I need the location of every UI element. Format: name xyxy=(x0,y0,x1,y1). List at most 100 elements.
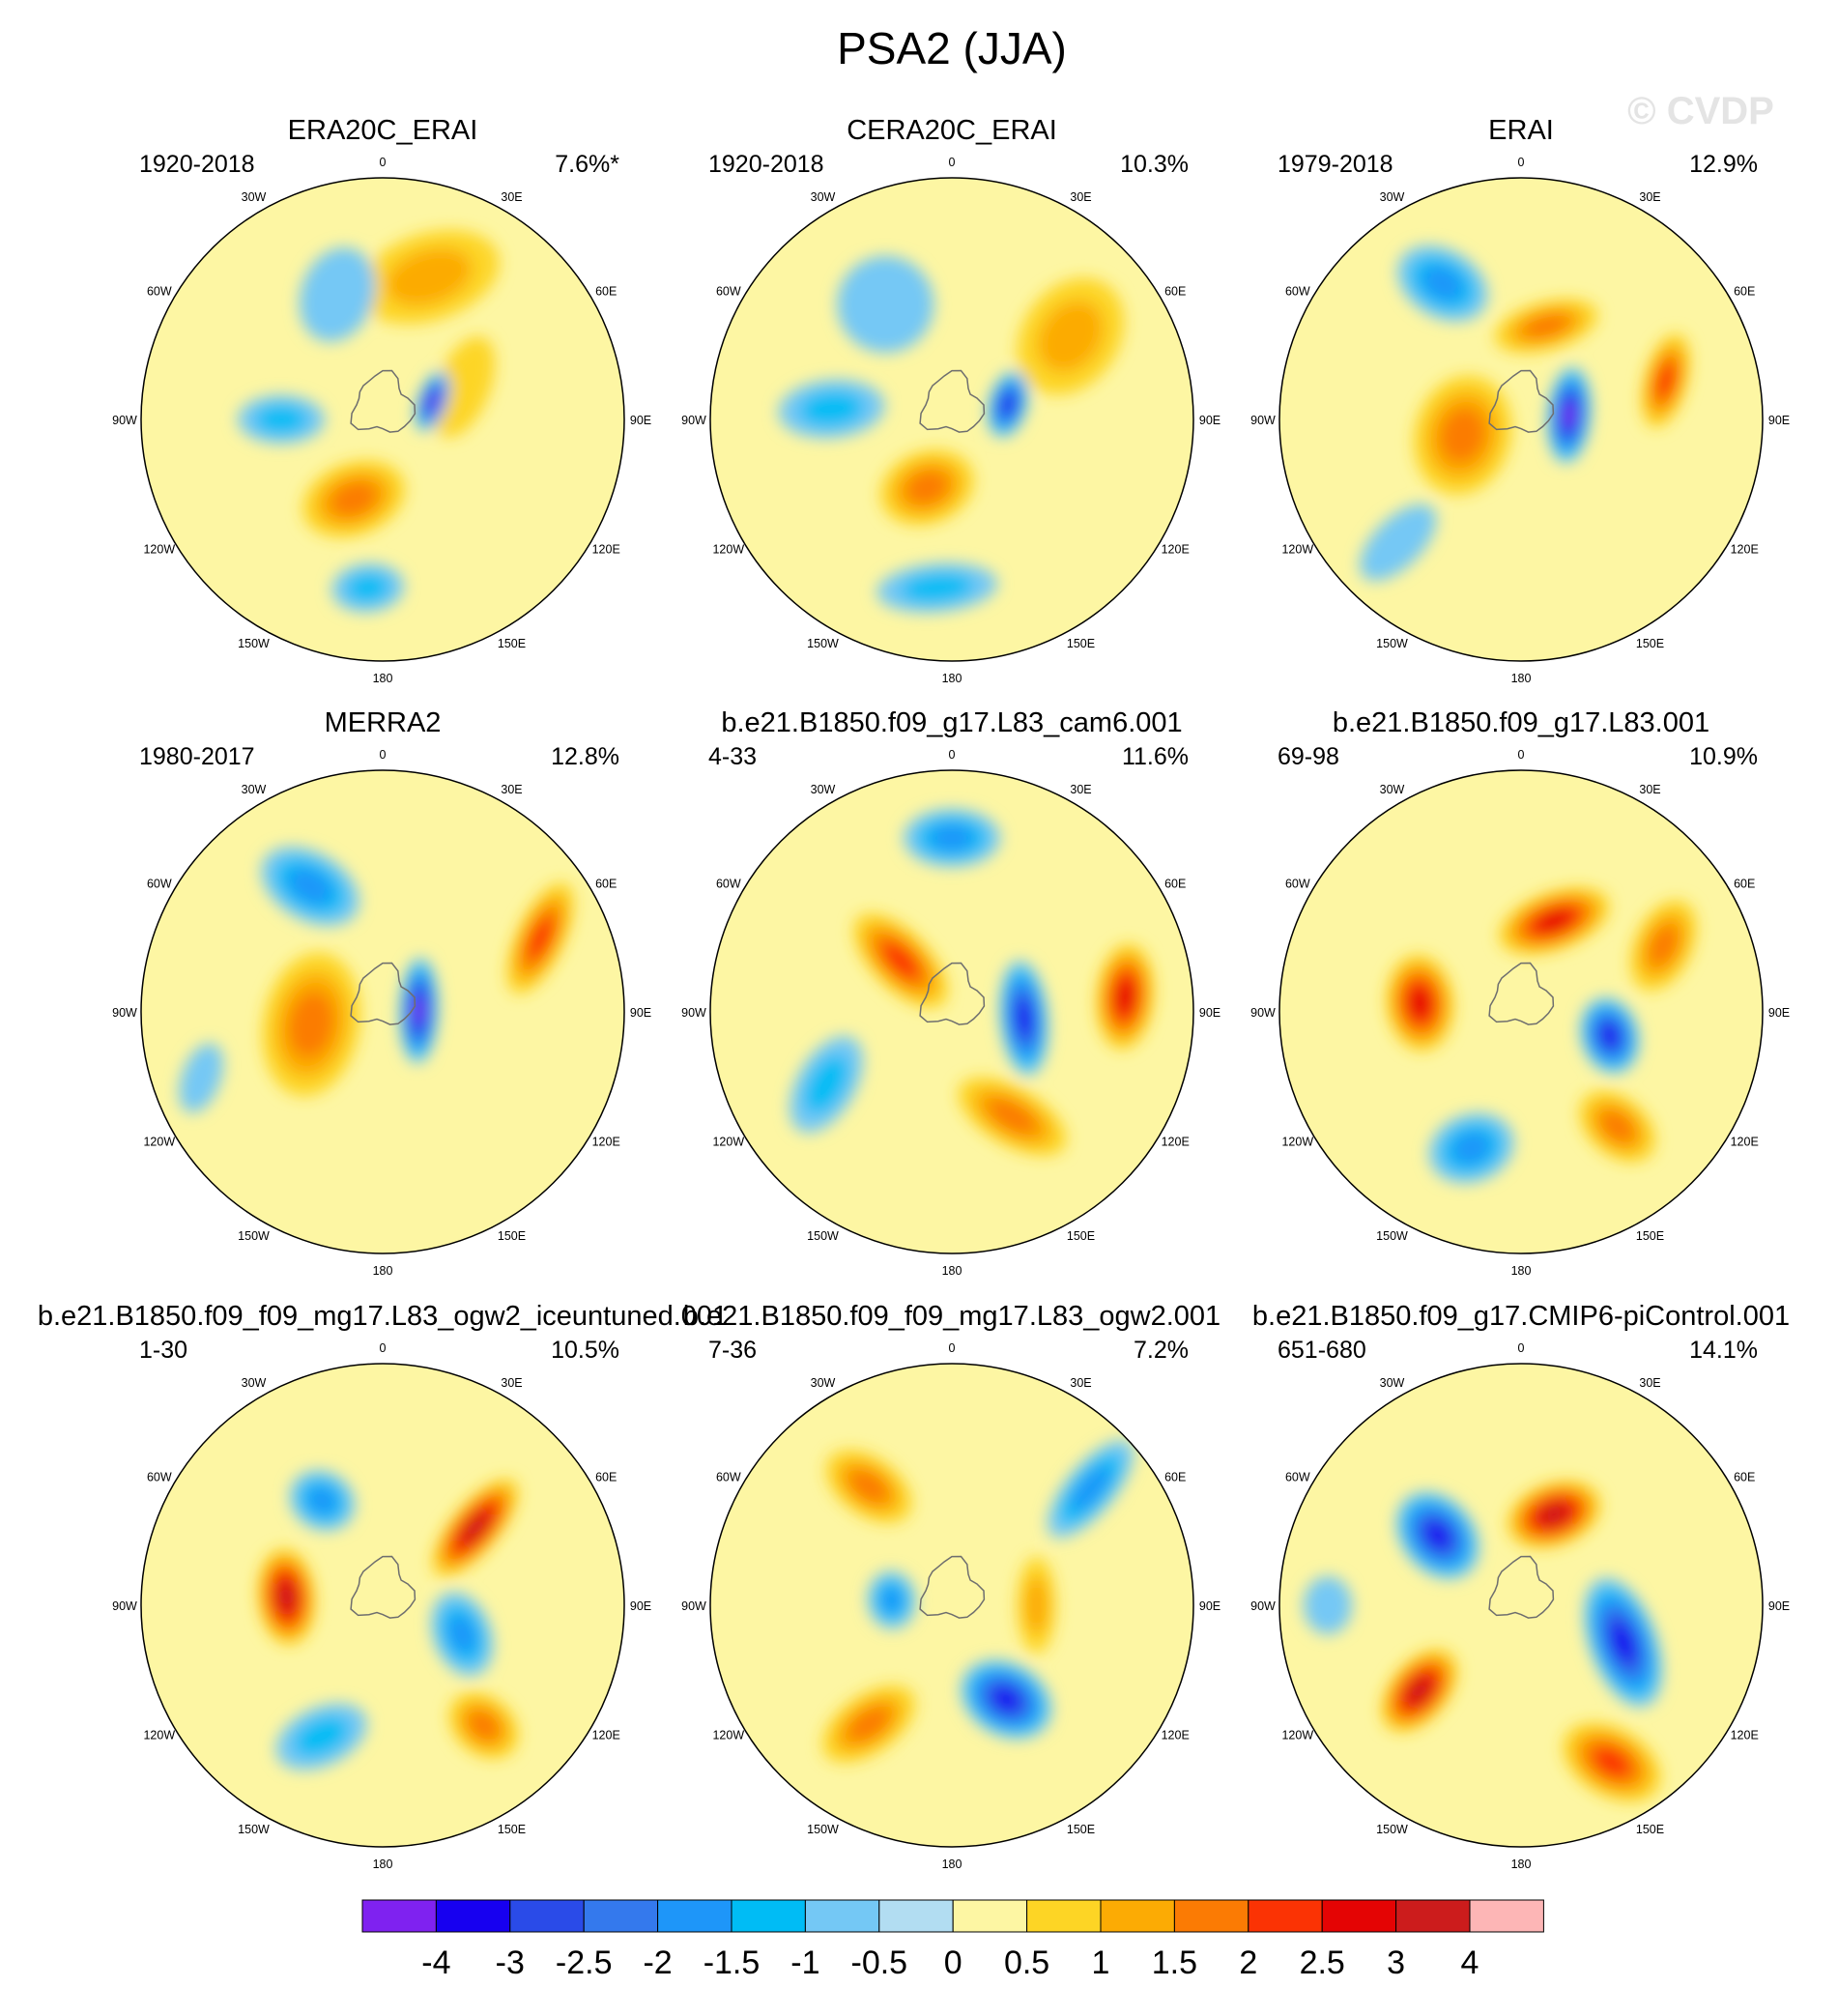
contour-level xyxy=(468,1710,500,1742)
contour-level xyxy=(428,393,438,410)
positive-anomaly xyxy=(958,1077,1067,1156)
longitude-label: 60W xyxy=(147,878,172,891)
contour-level xyxy=(900,572,974,603)
longitude-label: 150E xyxy=(498,1229,526,1243)
longitude-label: 180 xyxy=(942,672,962,685)
colorbar-swatch xyxy=(1321,1899,1397,1933)
longitude-label: 30W xyxy=(811,783,836,796)
negative-anomaly xyxy=(331,563,405,613)
longitude-label: 90W xyxy=(112,1006,137,1020)
panel-title: b.e21.B1850.f09_g17.CMIP6-piControl.001 xyxy=(1252,1301,1790,1332)
longitude-label: 150W xyxy=(238,1823,270,1836)
longitude-label: 150W xyxy=(1376,1823,1408,1836)
longitude-label: 150W xyxy=(807,1229,839,1243)
contour-level xyxy=(1071,1466,1110,1512)
negative-anomaly xyxy=(904,809,1000,867)
variance-label: 12.8% xyxy=(551,743,619,770)
contour-level xyxy=(880,1587,904,1614)
longitude-label: 30E xyxy=(1639,190,1660,204)
longitude-label: 150E xyxy=(1636,1823,1664,1836)
variance-label: 11.6% xyxy=(1122,743,1189,770)
variance-label: 10.5% xyxy=(551,1337,619,1364)
variance-label: 7.2% xyxy=(1134,1337,1189,1364)
negative-anomaly xyxy=(867,1570,916,1629)
longitude-label: 60W xyxy=(716,878,741,891)
longitude-label: 150E xyxy=(1636,637,1664,650)
longitude-label: 60E xyxy=(1164,285,1186,299)
map-border xyxy=(1278,177,1764,662)
colorbar-tick-label: 3 xyxy=(1387,1944,1405,1981)
period-label: 1980-2017 xyxy=(139,743,255,770)
longitude-label: 60W xyxy=(716,285,741,299)
longitude-label: 0 xyxy=(1518,1341,1525,1355)
colorbar-tick-label: -2.5 xyxy=(556,1944,613,1981)
period-label: 69-98 xyxy=(1278,743,1339,770)
coastline xyxy=(919,369,986,433)
anomaly-field xyxy=(141,1364,624,1847)
longitude-label: 120W xyxy=(712,543,744,557)
positive-anomaly xyxy=(852,912,949,1009)
longitude-label: 150E xyxy=(498,637,526,650)
longitude-label: 60E xyxy=(595,285,617,299)
colorbar-swatch xyxy=(1026,1899,1102,1933)
field-background xyxy=(710,770,1193,1253)
map-border xyxy=(140,769,625,1254)
longitude-label: 0 xyxy=(1518,748,1525,762)
longitude-label: 30W xyxy=(242,190,267,204)
contour-level xyxy=(1408,1679,1431,1703)
longitude-label: 90E xyxy=(630,1006,651,1020)
contour-level xyxy=(1656,362,1676,398)
longitude-label: 30W xyxy=(811,190,836,204)
negative-anomaly xyxy=(961,1659,1052,1740)
longitude-label: 150E xyxy=(1067,1229,1095,1243)
panel-title: b.e21.B1850.f09_f09_mg17.L83_ogw2.001 xyxy=(683,1301,1221,1332)
contour-level xyxy=(1422,266,1464,302)
longitude-label: 30W xyxy=(811,1376,836,1390)
longitude-label: 120W xyxy=(1281,543,1313,557)
map-border xyxy=(140,177,625,662)
colorbar-tick-label: -1.5 xyxy=(704,1944,761,1981)
contour-level xyxy=(987,1098,1038,1135)
contour-level xyxy=(345,573,390,603)
negative-anomaly xyxy=(179,1043,223,1113)
longitude-label: 0 xyxy=(1518,156,1525,169)
map-panel: 0 30E 60E 90E 120E 150E 180 150W 120W 90W 60W 30W ER… xyxy=(112,115,651,685)
positive-anomaly xyxy=(1017,1557,1056,1654)
longitude-label: 150E xyxy=(498,1823,526,1836)
contour-level xyxy=(1600,1024,1619,1047)
anomaly-field xyxy=(710,178,1193,661)
coastline xyxy=(1488,1555,1555,1619)
colorbar-tick-label: -0.5 xyxy=(851,1944,908,1981)
map-border xyxy=(709,177,1194,662)
negative-anomaly xyxy=(1584,1577,1663,1708)
longitude-label: 60E xyxy=(595,878,617,891)
contour-level xyxy=(288,992,334,1057)
map-border xyxy=(1278,1363,1764,1848)
longitude-label: 120W xyxy=(143,1729,175,1742)
colorbar-tick-label: 0 xyxy=(944,1944,962,1981)
panel-title: MERRA2 xyxy=(325,707,442,738)
longitude-label: 60W xyxy=(1285,1471,1310,1484)
positive-anomaly xyxy=(1096,943,1155,1051)
longitude-label: 30E xyxy=(1070,783,1091,796)
map-border xyxy=(140,1363,625,1848)
longitude-label: 30W xyxy=(242,1376,267,1390)
coastline xyxy=(919,1555,986,1619)
longitude-label: 150E xyxy=(1636,1229,1664,1243)
contour-level xyxy=(293,1715,350,1757)
contour-level xyxy=(1612,1624,1635,1661)
longitude-label: 30E xyxy=(1070,190,1091,204)
longitude-label: 90W xyxy=(1250,1599,1276,1613)
contour-level xyxy=(1599,1109,1635,1143)
anomaly-field xyxy=(710,1364,1193,1847)
longitude-label: 60E xyxy=(595,1471,617,1484)
longitude-label: 0 xyxy=(380,156,387,169)
longitude-label: 120W xyxy=(143,1136,175,1149)
longitude-label: 120W xyxy=(712,1729,744,1742)
colorbar-swatch xyxy=(361,1899,437,1933)
coastline xyxy=(1488,369,1555,433)
panel-grid: 0 30E 60E 90E 120E 150E 180 150W 120W 90W 60W 30W ER… xyxy=(38,115,1790,1871)
negative-anomaly xyxy=(999,960,1049,1077)
longitude-label: 90W xyxy=(681,1006,706,1020)
map-border xyxy=(1278,769,1764,1254)
